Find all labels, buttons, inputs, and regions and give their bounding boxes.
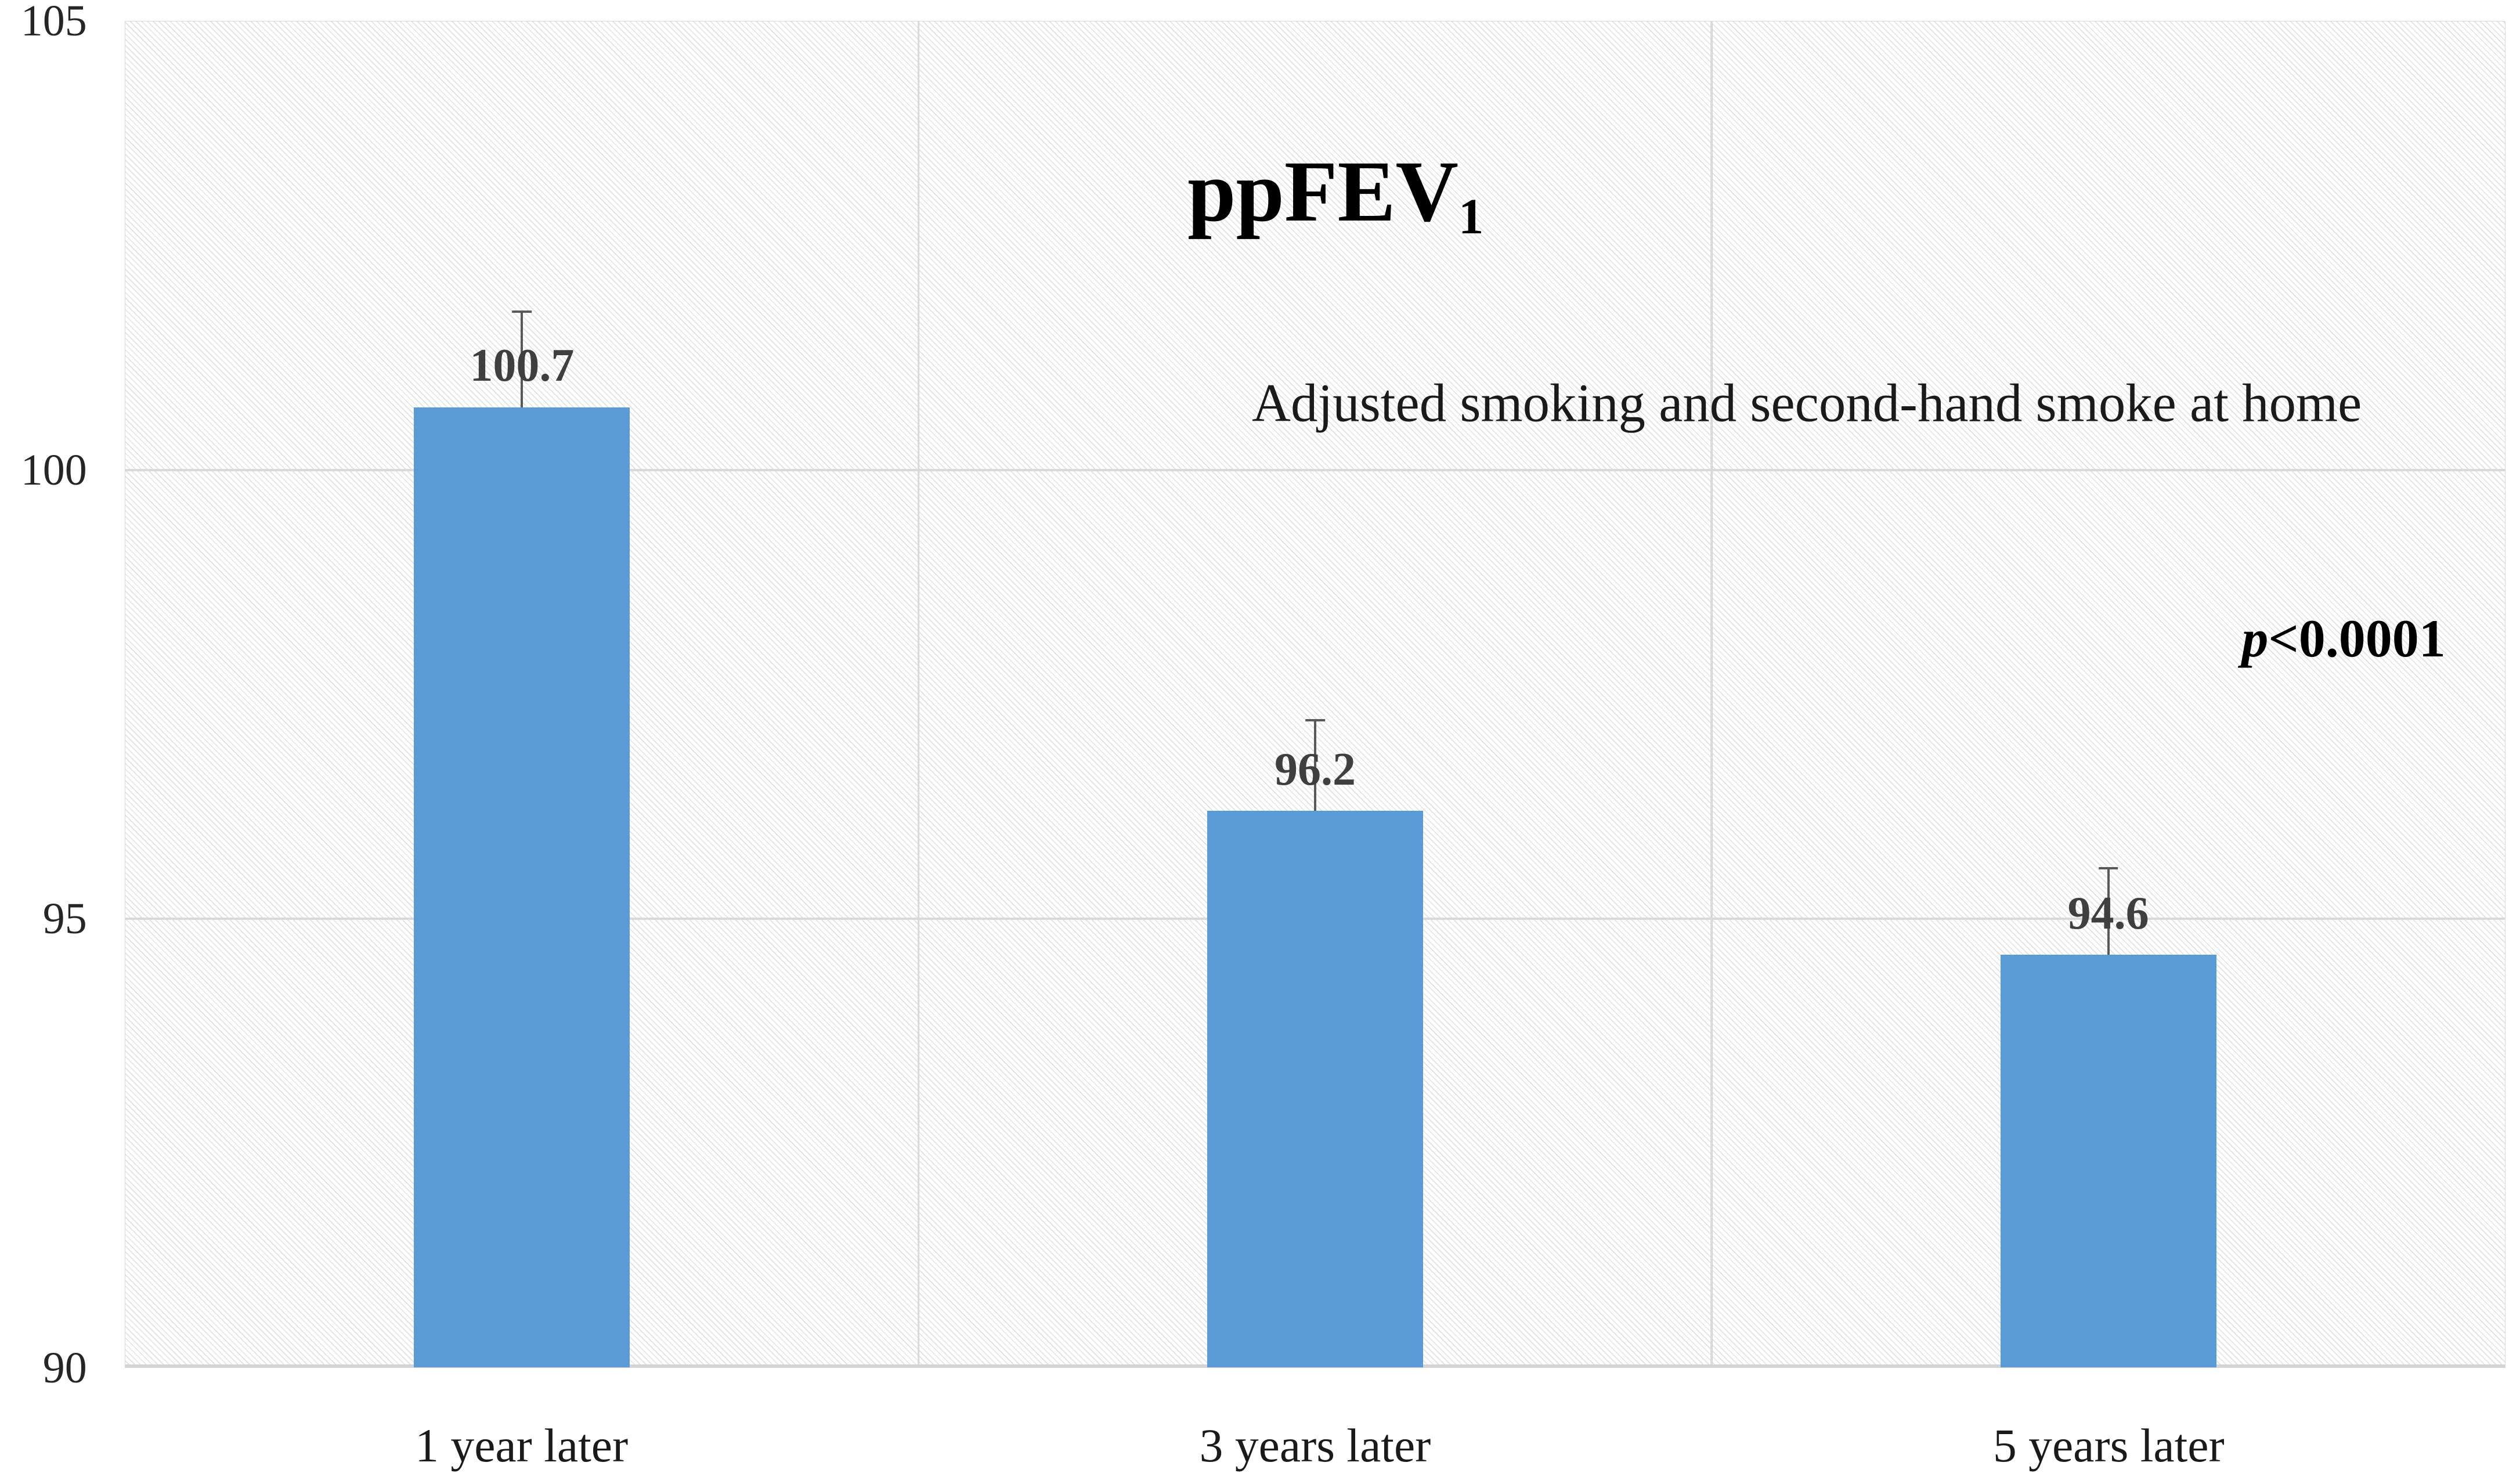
horizontal-gridline-100	[125, 469, 2505, 471]
x-axis-label-3-years: 3 years later	[1199, 1418, 1431, 1472]
error-bar-cap-5-years	[2098, 866, 2118, 869]
bar-group-3-years: 96.2	[1207, 21, 1423, 1367]
vertical-gridline-2	[1710, 21, 1713, 1367]
chart-title: ppFEV1	[1187, 148, 1483, 241]
data-label-1-year: 100.7	[470, 340, 575, 392]
p-symbol: p	[2241, 608, 2269, 668]
chart-subtitle: Adjusted smoking and second-hand smoke a…	[1252, 373, 2362, 434]
bar-5-years	[2000, 954, 2216, 1367]
bar-1-year	[414, 407, 630, 1367]
error-bar-cap-3-years	[1305, 718, 1325, 721]
bar-3-years	[1207, 811, 1423, 1367]
p-comparison: <0.0001	[2268, 608, 2446, 668]
data-label-5-years: 94.6	[2067, 887, 2149, 939]
x-axis-label-5-years: 5 years later	[1992, 1418, 2225, 1472]
p-value-annotation: p<0.0001	[2241, 612, 2445, 665]
chart-title-main: ppFEV	[1187, 143, 1458, 240]
bar-group-5-years: 94.6	[2000, 21, 2216, 1367]
y-axis-tick-105: 105	[20, 0, 87, 45]
plot-area: 100.7 96.2 94.6	[125, 21, 2505, 1368]
y-axis-tick-95: 95	[42, 894, 87, 944]
error-bar-whisker-3-years	[1313, 721, 1316, 811]
data-label-3-years: 96.2	[1274, 744, 1356, 796]
error-bar-whisker-1-year	[521, 313, 524, 407]
y-axis-tick-90: 90	[42, 1343, 87, 1392]
chart-title-subscript: 1	[1458, 187, 1484, 244]
error-bar-whisker-5-years	[2107, 869, 2110, 955]
error-bar-cap-1-year	[512, 310, 532, 313]
y-axis-tick-100: 100	[20, 445, 87, 494]
vertical-gridline-1	[917, 21, 920, 1367]
x-axis-label-1-year: 1 year later	[415, 1418, 629, 1472]
bar-group-1-year: 100.7	[414, 21, 630, 1367]
